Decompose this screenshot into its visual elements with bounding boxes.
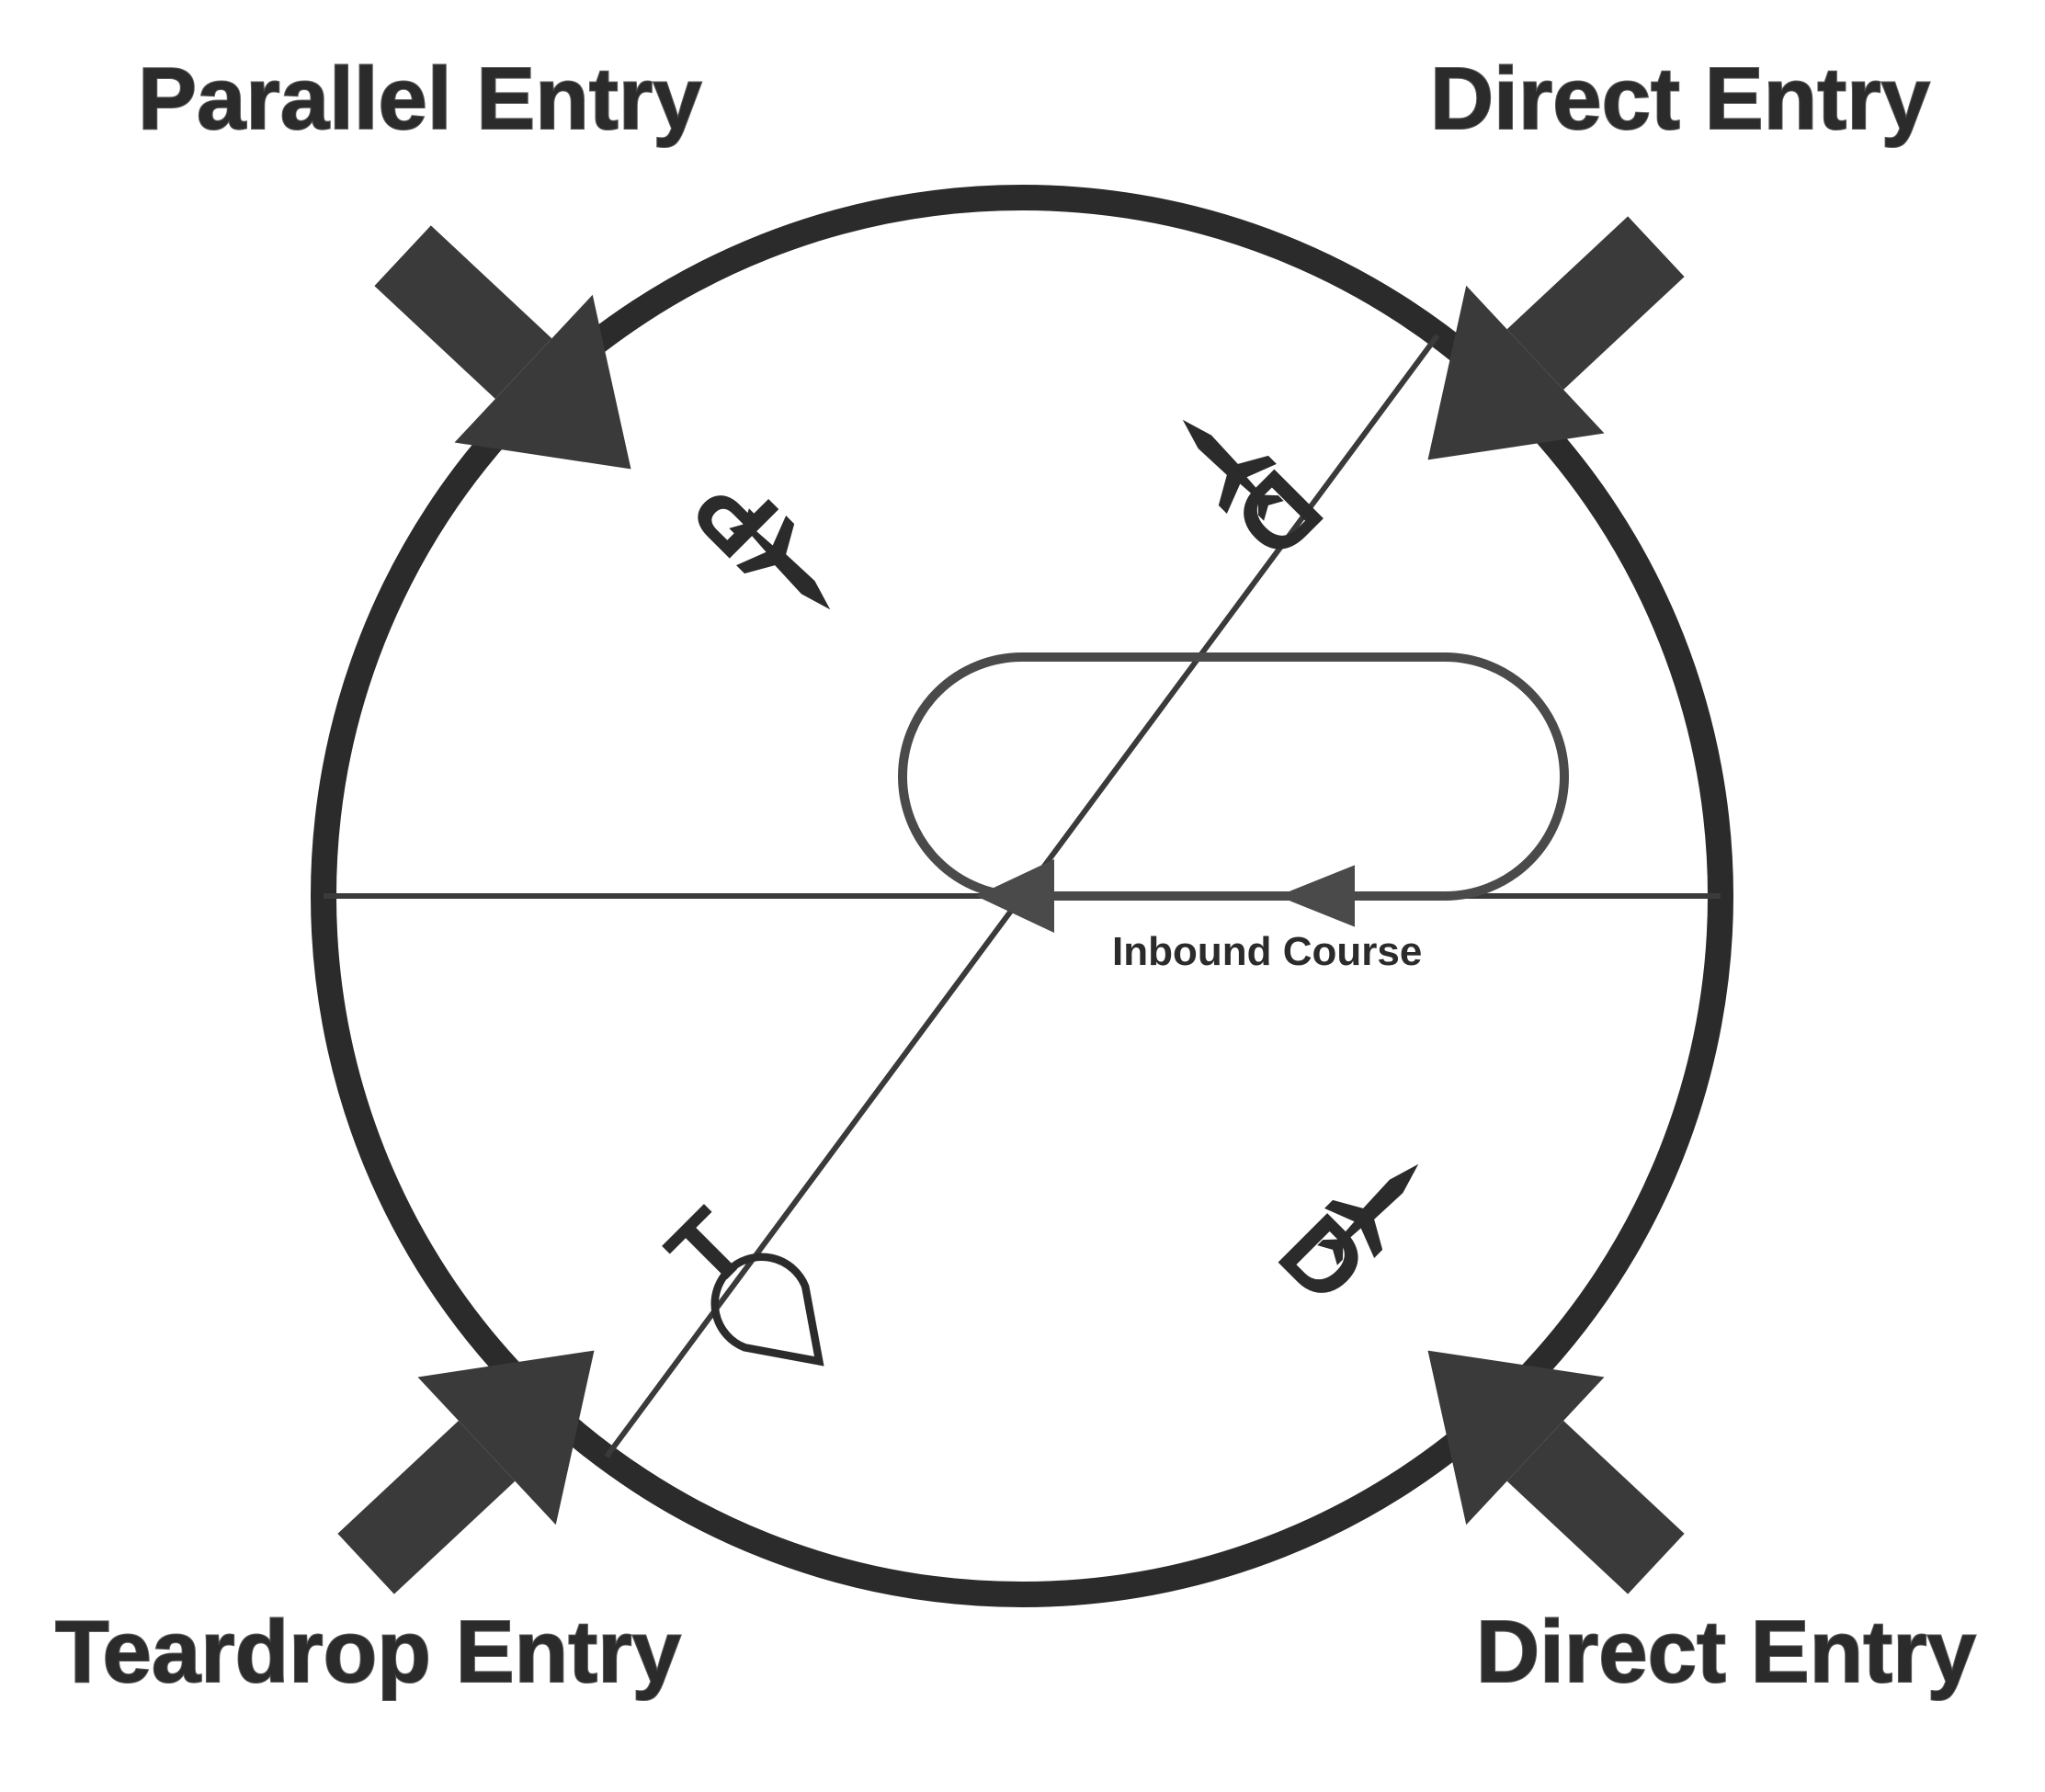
label-parallel-entry: Parallel Entry xyxy=(138,50,702,148)
inbound-course-label: Inbound Course xyxy=(1112,929,1422,974)
svg-text:T: T xyxy=(646,1188,769,1311)
label-direct-entry-top: Direct Entry xyxy=(1430,50,1930,148)
sector-marker-direct-bottom: D xyxy=(1257,1140,1443,1325)
sector-marker-parallel: P xyxy=(672,451,856,635)
sector-marker-direct-top: D xyxy=(1158,395,1344,581)
entry-arrow-direct-bottom xyxy=(1358,1276,1725,1638)
label-direct-entry-bottom: Direct Entry xyxy=(1476,1603,1976,1701)
label-teardrop-entry: Teardrop Entry xyxy=(55,1603,681,1701)
entry-arrow-direct-top xyxy=(1358,173,1725,534)
entry-arrow-parallel xyxy=(334,182,700,543)
holding-pattern xyxy=(903,657,1564,896)
holding-entry-diagram: Inbound Course P D T D Parallel Entry Di… xyxy=(0,0,2045,1792)
